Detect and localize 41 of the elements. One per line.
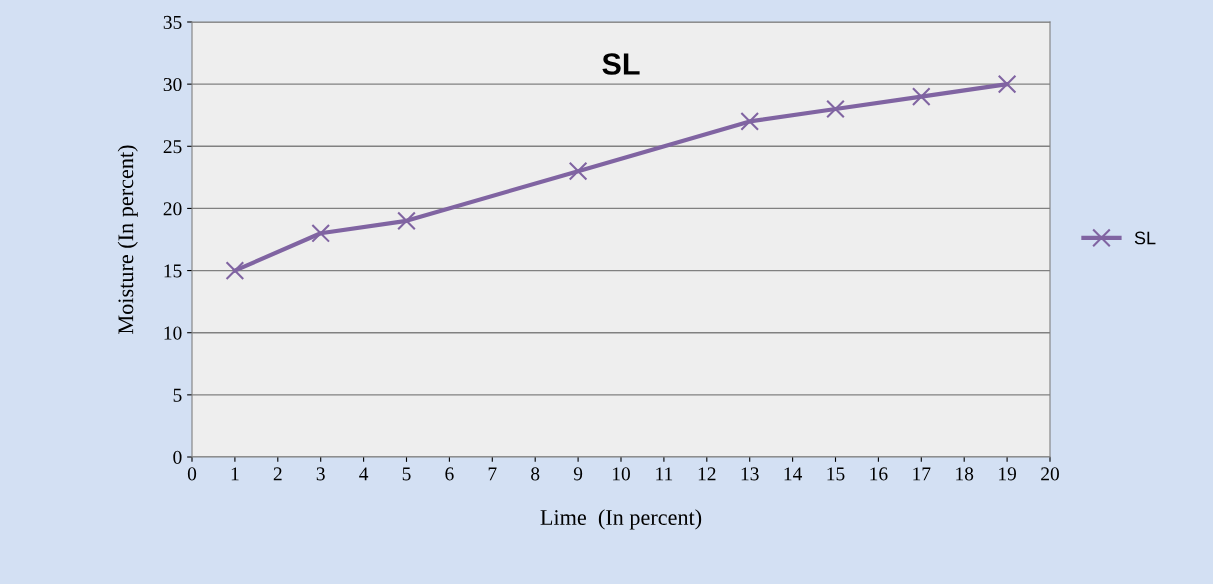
point bbox=[826, 99, 845, 119]
y-tick-label: 5 bbox=[173, 388, 182, 402]
x-tick-label: 6 bbox=[445, 467, 454, 481]
point bbox=[740, 112, 760, 131]
x-tick-label: 20 bbox=[1041, 467, 1059, 481]
text: SL bbox=[602, 53, 640, 75]
x-tick-label: 19 bbox=[999, 467, 1017, 481]
x-tick-label: 0 bbox=[187, 467, 197, 481]
point bbox=[311, 223, 331, 243]
y-tick-label: 0 bbox=[173, 450, 182, 464]
y-tick-label: 15 bbox=[164, 264, 182, 278]
point bbox=[225, 261, 245, 280]
point bbox=[568, 161, 588, 181]
y-tick-label: 20 bbox=[163, 202, 182, 216]
x-tick-label: 13 bbox=[741, 467, 759, 481]
point bbox=[997, 74, 1017, 94]
x-tick-label: 5 bbox=[402, 467, 411, 481]
x-tick-label: 12 bbox=[698, 467, 716, 481]
y-tick-label: 35 bbox=[163, 15, 182, 29]
point bbox=[397, 211, 416, 231]
x-tick-label: 11 bbox=[656, 467, 673, 481]
x-tick-label: 16 bbox=[870, 467, 888, 481]
y-axis-title: Moisture (In percent) bbox=[117, 145, 138, 334]
y-tick-label: 10 bbox=[164, 326, 182, 340]
x-tick-label: 8 bbox=[531, 467, 540, 481]
point bbox=[911, 87, 931, 106]
x-tick-label: 1 bbox=[231, 467, 239, 481]
y-tick-label: 25 bbox=[163, 140, 182, 154]
x-tick-label: 14 bbox=[784, 467, 803, 481]
y-tick-label: 30 bbox=[163, 77, 182, 92]
x-tick-label: 7 bbox=[488, 467, 497, 481]
x-tick-label: 4 bbox=[359, 467, 369, 481]
x-tick-label: 15 bbox=[827, 467, 845, 481]
x-tick-label: 10 bbox=[612, 467, 630, 481]
x-tick-label: 17 bbox=[913, 467, 931, 481]
x-tick-label: 2 bbox=[273, 467, 282, 481]
x-tick-label: 9 bbox=[573, 467, 583, 481]
x-tick-label: 3 bbox=[316, 467, 325, 481]
x-axis-title: Lime (In percent) bbox=[540, 509, 702, 530]
x-tick-label: 18 bbox=[956, 467, 974, 481]
legend-label: SL bbox=[1134, 231, 1156, 245]
